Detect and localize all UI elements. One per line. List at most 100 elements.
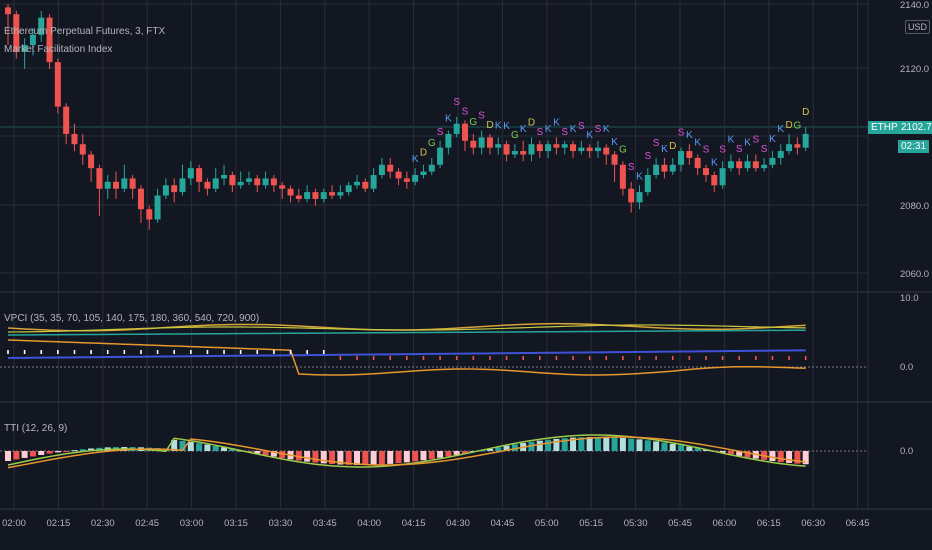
- candle: [13, 14, 20, 52]
- tti-histogram-bar: [362, 451, 369, 465]
- price-label-2120: 2120.0: [900, 64, 930, 75]
- tti-histogram-bar: [79, 449, 86, 451]
- tti-histogram-bar: [312, 451, 319, 463]
- vpci-tick: [721, 356, 724, 360]
- tti-histogram-bar: [594, 437, 601, 451]
- candle: [611, 154, 618, 165]
- time-label-0445: 04:45: [490, 518, 515, 529]
- tti-histogram-bar: [702, 449, 709, 451]
- indicator-title[interactable]: Market Facilitation Index: [4, 44, 113, 55]
- candle: [403, 178, 410, 182]
- tti-histogram-bar: [694, 448, 701, 451]
- vpci-tick: [57, 350, 59, 354]
- vpci-tick: [472, 356, 475, 360]
- tti-histogram-bar: [304, 451, 311, 462]
- candle: [113, 181, 120, 189]
- candle: [21, 45, 28, 52]
- candle: [503, 144, 510, 155]
- tti-histogram-bar: [329, 451, 336, 465]
- candle: [520, 151, 527, 155]
- tti-histogram-bar: [686, 446, 693, 451]
- time-label-0615: 06:15: [756, 518, 781, 529]
- vpci-tick: [40, 350, 43, 354]
- chart-grid: [0, 0, 932, 510]
- vpci-tick: [738, 356, 741, 360]
- vpci-tick: [190, 350, 192, 354]
- price-label-2140: 2140.0: [900, 0, 930, 11]
- vpci-line-blue: [7, 349, 806, 359]
- tti-histogram-bar: [503, 445, 510, 451]
- candle: [636, 192, 643, 203]
- symbol-title[interactable]: Ethereum Perpetual Futures, 3, FTX: [4, 26, 166, 37]
- candle: [212, 178, 219, 189]
- tti-histogram-bar: [653, 441, 660, 451]
- vpci-tick: [489, 356, 491, 360]
- signal-letter: S: [536, 127, 543, 138]
- vpci-title[interactable]: VPCI (35, 35, 70, 105, 140, 175, 180, 36…: [4, 313, 260, 324]
- tti-histogram-bar: [262, 451, 269, 456]
- candle: [38, 17, 45, 35]
- vpci-tick: [389, 356, 392, 360]
- vpci-tick: [671, 356, 674, 360]
- vpci-tick: [7, 350, 9, 354]
- candle: [121, 178, 128, 189]
- time-label-0545: 05:45: [668, 518, 692, 529]
- vpci-tick: [455, 356, 458, 360]
- candle: [653, 164, 660, 175]
- currency-button[interactable]: USD: [905, 20, 931, 34]
- candle: [345, 185, 352, 193]
- time-label-0245: 02:45: [135, 518, 160, 529]
- vpci-tick: [356, 356, 358, 360]
- signal-letter: G: [619, 144, 627, 155]
- signal-letter: D: [669, 141, 676, 152]
- candle: [46, 17, 53, 63]
- signal-letter: S: [761, 144, 768, 155]
- tti-histogram-bar: [453, 451, 460, 455]
- candle: [511, 151, 518, 155]
- time-label-0300: 03:00: [179, 518, 204, 529]
- signal-letter: K: [520, 124, 527, 135]
- tti-histogram-bar: [570, 437, 577, 451]
- signal-letter: K: [495, 120, 502, 131]
- tti-histogram-bar: [736, 451, 743, 456]
- tti-histogram-bar: [802, 451, 809, 465]
- vpci-tick: [804, 356, 807, 360]
- signal-letter: S: [453, 97, 460, 108]
- candle: [628, 188, 635, 203]
- candle: [187, 168, 194, 179]
- candle: [137, 188, 144, 210]
- candle: [104, 181, 111, 189]
- vpci-tick: [622, 356, 624, 360]
- candle: [794, 144, 801, 148]
- candle: [777, 151, 784, 158]
- signal-letter: K: [769, 134, 776, 145]
- vpci-tick: [406, 356, 408, 360]
- vpci-tick: [289, 350, 292, 354]
- candle: [553, 144, 560, 148]
- tti-axis-zero: 0.0: [900, 446, 914, 457]
- tti-histogram-bar: [54, 451, 61, 453]
- tti-histogram-bar: [279, 451, 286, 459]
- candle: [528, 144, 535, 155]
- signal-letter: S: [578, 121, 585, 132]
- tti-histogram-bar: [345, 451, 352, 465]
- candle: [702, 168, 709, 175]
- candle: [378, 164, 385, 175]
- signal-letter: S: [644, 151, 651, 162]
- tti-title[interactable]: TTI (12, 26, 9): [4, 423, 68, 434]
- time-label-0645: 06:45: [845, 518, 870, 529]
- signal-letter: S: [437, 127, 444, 138]
- candle: [727, 161, 734, 169]
- vpci-tick: [306, 350, 308, 354]
- vpci-tick: [638, 356, 641, 360]
- candle: [470, 140, 477, 148]
- signal-letter: S: [752, 134, 759, 145]
- vpci-line-orange: [7, 339, 806, 376]
- tti-histogram-bar: [221, 447, 228, 451]
- signal-letter: D: [528, 117, 535, 128]
- time-label-0330: 03:30: [268, 518, 293, 529]
- vpci-tick: [588, 356, 591, 360]
- tti-histogram-bar: [179, 440, 186, 451]
- signal-letter: D: [486, 120, 493, 131]
